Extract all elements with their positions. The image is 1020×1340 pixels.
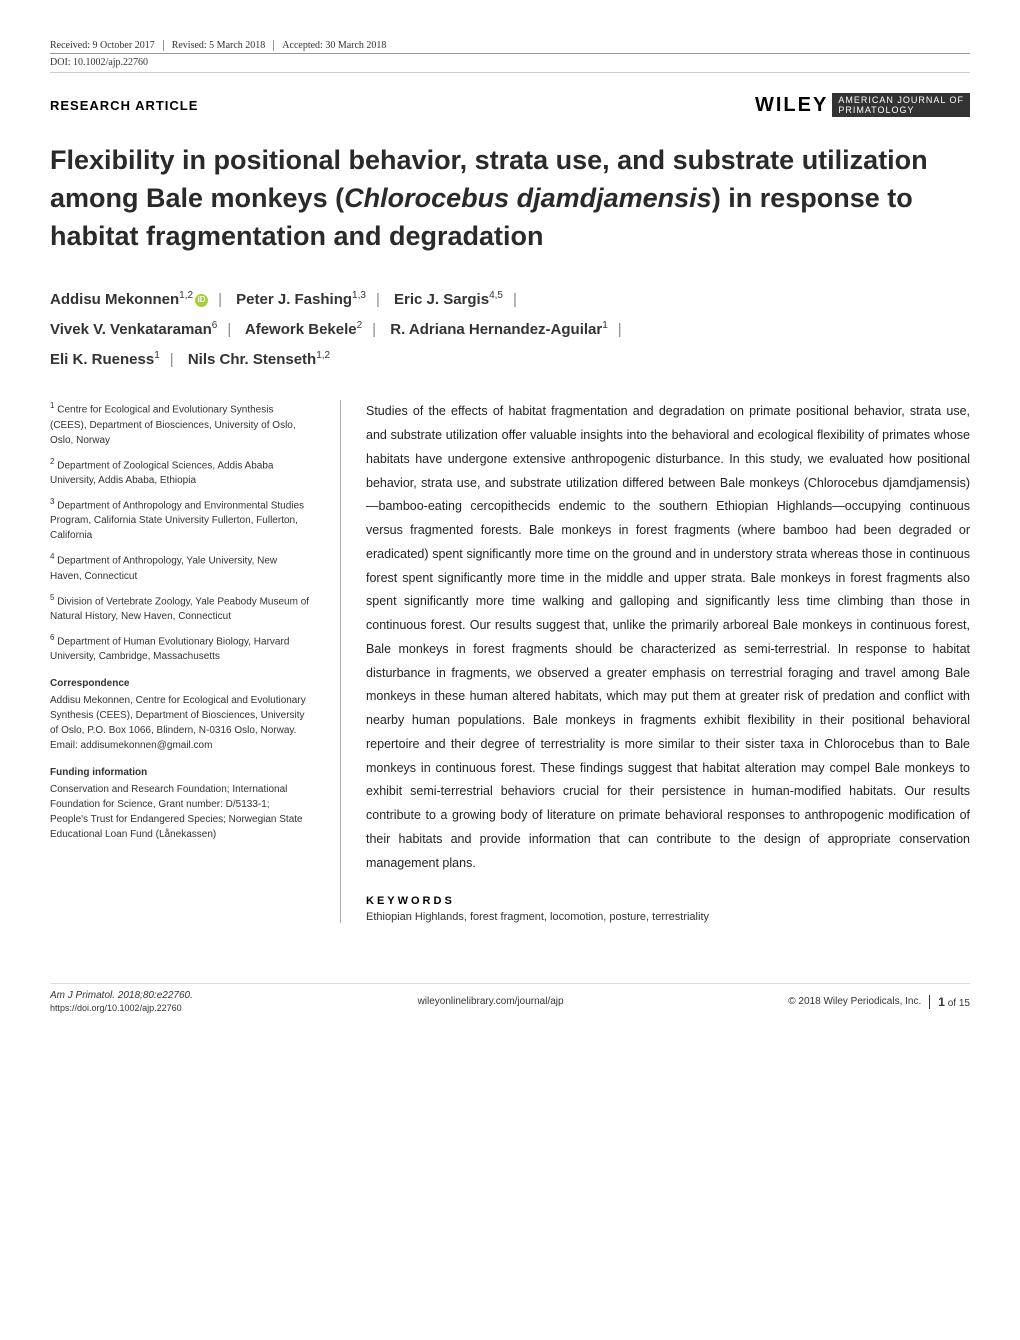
journal-name-bottom: PRIMATOLOGY	[838, 105, 914, 115]
footer-right: © 2018 Wiley Periodicals, Inc. 1 of 15	[788, 995, 970, 1009]
author-name: Vivek V. Venkataraman	[50, 321, 212, 338]
author-affiliation-ref: 4,5	[489, 290, 503, 301]
doi-link[interactable]: https://doi.org/10.1002/ajp.22760	[50, 1003, 193, 1013]
affiliation-text: Centre for Ecological and Evolutionary S…	[50, 405, 296, 446]
doi: DOI: 10.1002/ajp.22760	[50, 57, 970, 73]
body-columns: 1 Centre for Ecological and Evolutionary…	[50, 400, 970, 923]
footer-center[interactable]: wileyonlinelibrary.com/journal/ajp	[418, 996, 564, 1007]
citation: Am J Primatol. 2018;80:e22760.	[50, 990, 193, 1001]
received-date: Received: 9 October 2017	[50, 40, 164, 51]
right-column: Studies of the effects of habitat fragme…	[340, 400, 970, 923]
funding-head: Funding information	[50, 765, 310, 780]
author-name: R. Adriana Hernandez-Aguilar	[390, 321, 602, 338]
article-type: RESEARCH ARTICLE	[50, 98, 198, 113]
affiliation: 6 Department of Human Evolutionary Biolo…	[50, 632, 310, 664]
journal-name-top: AMERICAN JOURNAL OF	[838, 95, 964, 105]
affiliation: 2 Department of Zoological Sciences, Add…	[50, 456, 310, 488]
accepted-date: Accepted: 30 March 2018	[274, 40, 394, 51]
author: Afework Bekele2	[245, 321, 362, 338]
author-name: Addisu Mekonnen	[50, 291, 179, 308]
author-separator: |	[362, 321, 386, 338]
author-separator: |	[160, 351, 184, 368]
affiliation-text: Department of Anthropology, Yale Univers…	[50, 556, 277, 582]
author-list: Addisu Mekonnen1,2| Peter J. Fashing1,3|…	[50, 285, 970, 375]
keywords-text: Ethiopian Highlands, forest fragment, lo…	[366, 911, 970, 923]
title-species: Chlorocebus djamdjamensis	[344, 183, 712, 213]
author-affiliation-ref: 1,3	[352, 290, 366, 301]
affiliation-number: 2	[50, 457, 54, 466]
orcid-icon[interactable]	[195, 294, 208, 307]
footer-left: Am J Primatol. 2018;80:e22760. https://d…	[50, 990, 193, 1013]
affiliation: 4 Department of Anthropology, Yale Unive…	[50, 551, 310, 583]
affiliation-number: 1	[50, 401, 54, 410]
author-name: Peter J. Fashing	[236, 291, 352, 308]
author-separator: |	[503, 291, 527, 308]
author-name: Afework Bekele	[245, 321, 357, 338]
revised-date: Revised: 5 March 2018	[164, 40, 275, 51]
journal-name-box: AMERICAN JOURNAL OF PRIMATOLOGY	[832, 93, 970, 117]
wiley-logo: WILEY	[755, 94, 828, 117]
journal-logo: WILEY AMERICAN JOURNAL OF PRIMATOLOGY	[755, 93, 970, 117]
affiliation: 5 Division of Vertebrate Zoology, Yale P…	[50, 592, 310, 624]
author-separator: |	[366, 291, 390, 308]
affiliation: 3 Department of Anthropology and Environ…	[50, 496, 310, 543]
affiliation: 1 Centre for Ecological and Evolutionary…	[50, 400, 310, 447]
affiliation-text: Division of Vertebrate Zoology, Yale Pea…	[50, 596, 309, 622]
page-number: 1 of 15	[929, 995, 970, 1009]
author-separator: |	[608, 321, 632, 338]
author: Addisu Mekonnen1,2	[50, 291, 208, 308]
author: Peter J. Fashing1,3	[236, 291, 366, 308]
article-history: Received: 9 October 2017 Revised: 5 Marc…	[50, 40, 970, 54]
funding-text: Conservation and Research Foundation; In…	[50, 782, 310, 842]
author-affiliation-ref: 1	[602, 320, 608, 331]
author-separator: |	[217, 321, 241, 338]
author: R. Adriana Hernandez-Aguilar1	[390, 321, 608, 338]
header-row: RESEARCH ARTICLE WILEY AMERICAN JOURNAL …	[50, 93, 970, 117]
author: Eric J. Sargis4,5	[394, 291, 503, 308]
author-name: Nils Chr. Stenseth	[188, 351, 316, 368]
abstract-text: Studies of the effects of habitat fragme…	[366, 400, 970, 875]
page-footer: Am J Primatol. 2018;80:e22760. https://d…	[50, 983, 970, 1013]
keywords-head: KEYWORDS	[366, 895, 970, 907]
affiliation-number: 4	[50, 552, 54, 561]
correspondence-text: Addisu Mekonnen, Centre for Ecological a…	[50, 693, 310, 753]
affiliation-text: Department of Human Evolutionary Biology…	[50, 636, 289, 662]
author-affiliation-ref: 1,2	[179, 290, 193, 301]
author: Eli K. Rueness1	[50, 351, 160, 368]
left-column: 1 Centre for Ecological and Evolutionary…	[50, 400, 310, 923]
affiliation-number: 5	[50, 593, 54, 602]
correspondence-head: Correspondence	[50, 676, 310, 691]
article-title: Flexibility in positional behavior, stra…	[50, 142, 970, 255]
affiliation-number: 6	[50, 633, 54, 642]
copyright: © 2018 Wiley Periodicals, Inc.	[788, 996, 921, 1007]
author-separator: |	[208, 291, 232, 308]
author-affiliation-ref: 1	[154, 350, 160, 361]
author: Nils Chr. Stenseth1,2	[188, 351, 330, 368]
affiliation-text: Department of Anthropology and Environme…	[50, 500, 304, 541]
author-name: Eli K. Rueness	[50, 351, 154, 368]
author-affiliation-ref: 1,2	[316, 350, 330, 361]
author: Vivek V. Venkataraman6	[50, 321, 217, 338]
author-name: Eric J. Sargis	[394, 291, 489, 308]
affiliation-number: 3	[50, 497, 54, 506]
affiliation-text: Department of Zoological Sciences, Addis…	[50, 460, 273, 486]
